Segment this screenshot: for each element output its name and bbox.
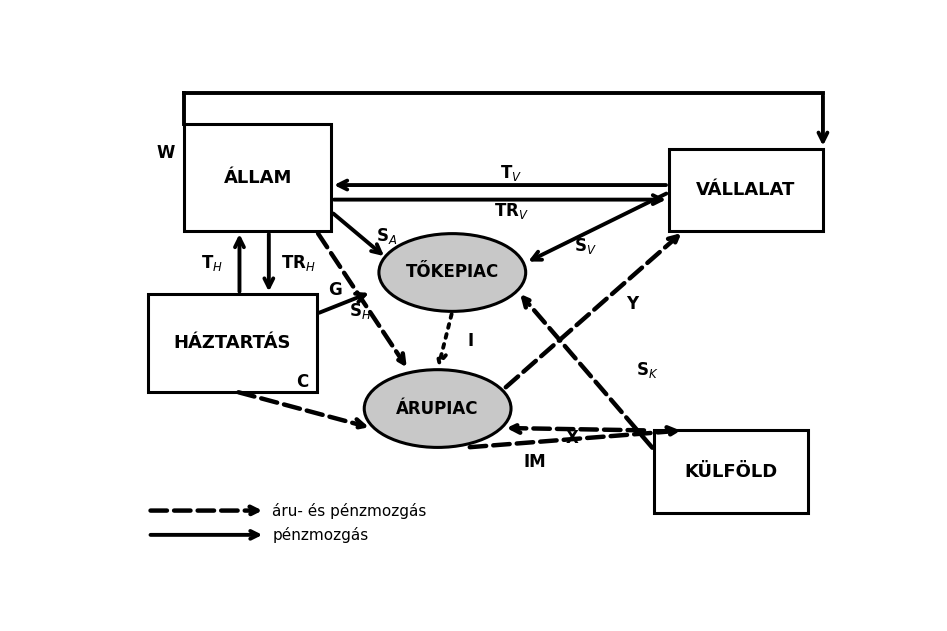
FancyBboxPatch shape — [669, 149, 823, 231]
FancyBboxPatch shape — [654, 430, 808, 513]
Text: S$_K$: S$_K$ — [635, 360, 658, 380]
Text: IM: IM — [524, 453, 546, 471]
Text: T$_H$: T$_H$ — [202, 253, 223, 273]
Text: G: G — [328, 281, 342, 298]
Text: TR$_V$: TR$_V$ — [493, 201, 528, 221]
Text: W: W — [157, 144, 175, 162]
Text: Y: Y — [626, 295, 638, 313]
Text: VÁLLALAT: VÁLLALAT — [696, 181, 795, 199]
Text: S$_V$: S$_V$ — [575, 236, 598, 256]
Text: KÜLFÖLD: KÜLFÖLD — [685, 463, 777, 481]
Text: I: I — [468, 331, 474, 350]
Text: S$_H$: S$_H$ — [349, 302, 372, 321]
Text: TŐKEPIAC: TŐKEPIAC — [405, 264, 499, 281]
Text: X: X — [565, 428, 579, 447]
Text: T$_V$: T$_V$ — [500, 163, 522, 183]
FancyBboxPatch shape — [148, 294, 316, 391]
Text: S$_A$: S$_A$ — [376, 226, 397, 246]
Text: HÁZTARTÁS: HÁZTARTÁS — [173, 334, 291, 352]
Text: pénzmozgás: pénzmozgás — [273, 527, 368, 543]
Text: ÁRUPIAC: ÁRUPIAC — [397, 399, 479, 418]
Ellipse shape — [379, 233, 526, 311]
FancyBboxPatch shape — [185, 124, 331, 231]
Text: áru- és pénzmozgás: áru- és pénzmozgás — [273, 502, 427, 519]
Ellipse shape — [365, 370, 511, 447]
Text: ÁLLAM: ÁLLAM — [223, 168, 292, 187]
Text: C: C — [295, 373, 308, 391]
Text: TR$_H$: TR$_H$ — [281, 253, 315, 273]
